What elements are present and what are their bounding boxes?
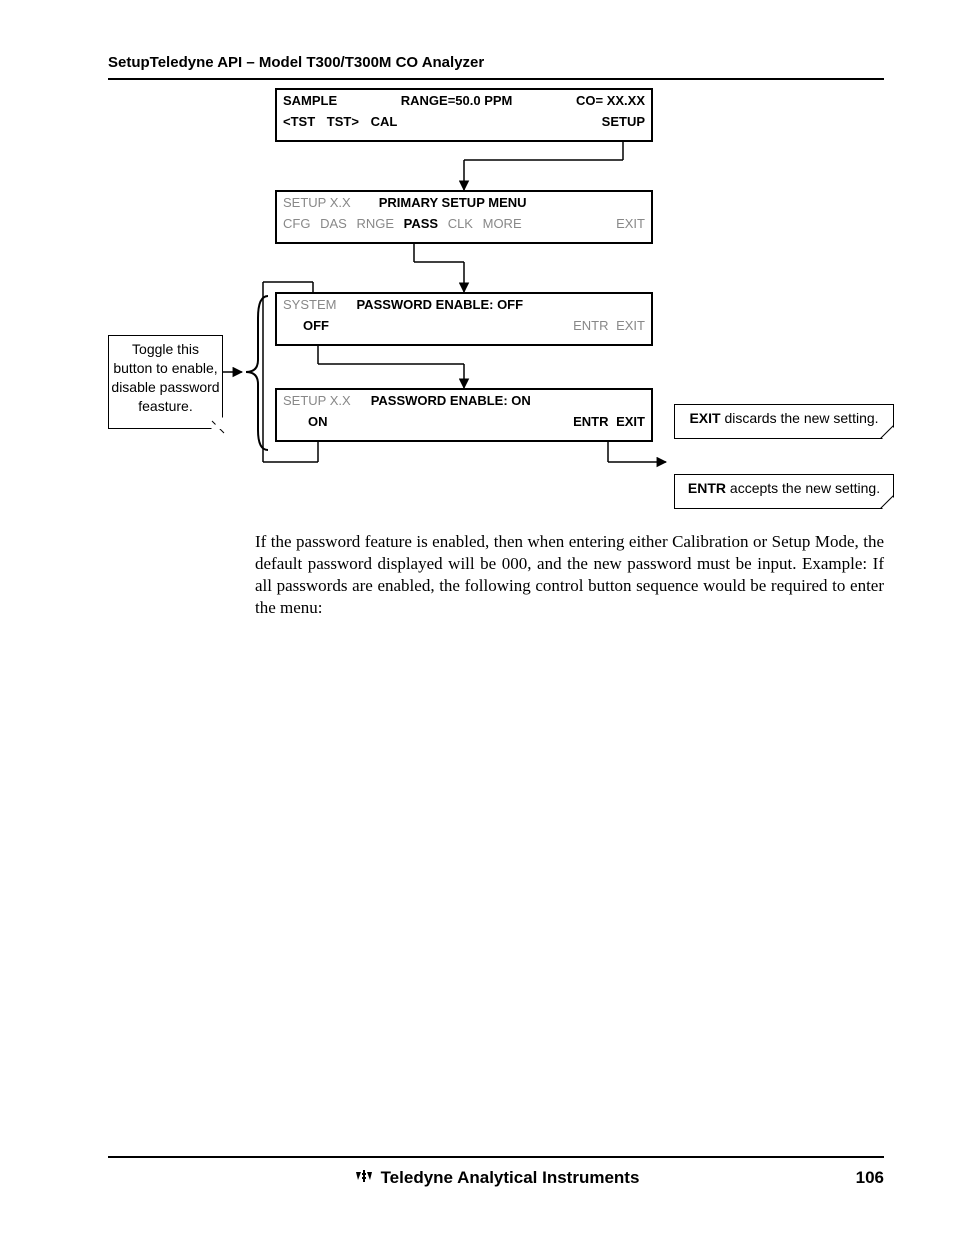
screen-sample-top: SAMPLE RANGE=50.0 PPM CO= XX.XX [277,90,651,111]
password-on-right: ENTR EXIT [573,414,645,429]
das-button[interactable]: DAS [320,216,347,231]
co-label: CO= XX.XX [576,93,645,108]
setup-version-label: SETUP X.X [283,195,351,210]
header-rule [108,78,884,80]
tst-next-button[interactable]: TST> [327,114,359,129]
footer-center: Teledyne Analytical Instruments [168,1168,824,1188]
callout-entr-bold: ENTR [688,480,726,496]
page-header: SetupTeledyne API – Model T300/T300M CO … [108,54,884,71]
on-toggle-button[interactable]: ON [308,414,328,429]
primary-setup-title: PRIMARY SETUP MENU [379,195,527,210]
password-on-top: SETUP X.X PASSWORD ENABLE: ON [277,390,651,411]
password-off-bottom: OFF ENTR EXIT [277,315,651,336]
sample-nav-group: <TST TST> CAL [283,114,397,129]
exit-button-4[interactable]: EXIT [616,414,645,429]
callout-exit-text: discards the new setting. [721,410,879,426]
sample-label: SAMPLE [283,93,337,108]
primary-setup-top: SETUP X.X PRIMARY SETUP MENU [277,192,651,213]
screen-sample: SAMPLE RANGE=50.0 PPM CO= XX.XX <TST TST… [275,88,653,142]
password-on-bottom: ON ENTR EXIT [277,411,651,432]
callout-entr-note: ENTR accepts the new setting. [674,474,894,509]
screen-password-off: SYSTEM PASSWORD ENABLE: OFF OFF ENTR EXI… [275,292,653,346]
system-label: SYSTEM [283,297,336,312]
password-off-top: SYSTEM PASSWORD ENABLE: OFF [277,294,651,315]
clk-button[interactable]: CLK [448,216,473,231]
callout-toggle-note: Toggle this button to enable, disable pa… [108,335,223,429]
rnge-button[interactable]: RNGE [356,216,394,231]
screen-sample-bottom: <TST TST> CAL SETUP [277,111,651,132]
pass-button[interactable]: PASS [404,216,438,231]
footer-rule [108,1156,884,1158]
callout-entr-text: accepts the new setting. [726,480,880,496]
callout-exit-bold: EXIT [689,410,720,426]
more-button[interactable]: MORE [483,216,522,231]
page-footer: Teledyne Analytical Instruments 106 [108,1168,884,1188]
primary-setup-options: CFG DAS RNGE PASS CLK MORE [283,216,522,231]
footer-company-name: Teledyne Analytical Instruments [381,1168,640,1188]
screen-password-on: SETUP X.X PASSWORD ENABLE: ON ON ENTR EX… [275,388,653,442]
off-toggle-button[interactable]: OFF [303,318,329,333]
range-label: RANGE=50.0 PPM [401,93,513,108]
callout-toggle-text: Toggle this button to enable, disable pa… [111,341,219,414]
entr-button-4[interactable]: ENTR [573,414,608,429]
password-on-title: PASSWORD ENABLE: ON [371,393,531,408]
callout-exit-note: EXIT discards the new setting. [674,404,894,439]
teledyne-logo-icon [353,1168,375,1188]
body-paragraph: If the password feature is enabled, then… [255,531,884,619]
tst-prev-button[interactable]: <TST [283,114,315,129]
content-area: SAMPLE RANGE=50.0 PPM CO= XX.XX <TST TST… [108,82,884,532]
screen-primary-setup: SETUP X.X PRIMARY SETUP MENU CFG DAS RNG… [275,190,653,244]
setup-version-label-2: SETUP X.X [283,393,351,408]
page-number: 106 [824,1168,884,1188]
cal-button[interactable]: CAL [371,114,398,129]
entr-button-3[interactable]: ENTR [573,318,608,333]
cfg-button[interactable]: CFG [283,216,310,231]
primary-setup-bottom: CFG DAS RNGE PASS CLK MORE EXIT [277,213,651,234]
password-off-right: ENTR EXIT [573,318,645,333]
flowchart-diagram: SAMPLE RANGE=50.0 PPM CO= XX.XX <TST TST… [108,82,884,532]
exit-button-2[interactable]: EXIT [616,216,645,231]
setup-button[interactable]: SETUP [602,114,645,129]
password-off-title: PASSWORD ENABLE: OFF [356,297,523,312]
exit-button-3[interactable]: EXIT [616,318,645,333]
